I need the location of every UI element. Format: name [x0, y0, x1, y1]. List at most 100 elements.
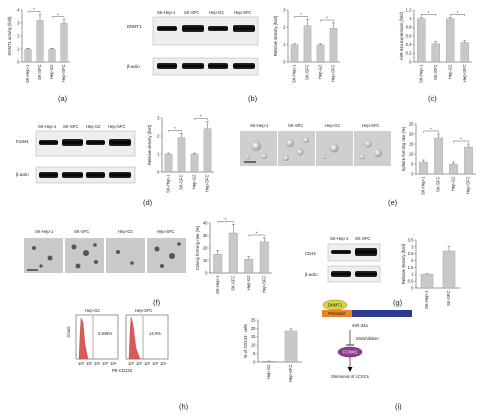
- bar: [316, 44, 325, 63]
- blot-g-col: SK-SFC: [355, 236, 370, 241]
- flow-ylabel: Count: [66, 326, 71, 338]
- panel-label-d: (d): [143, 198, 153, 207]
- colony: [177, 242, 181, 246]
- micro-e-label: SK-Hep-1: [250, 123, 269, 128]
- sphere: [359, 154, 365, 160]
- x-tick-label: Hep-SFC: [261, 276, 266, 293]
- y-tick-label: 20: [409, 131, 414, 136]
- bar: [446, 18, 455, 63]
- flow-percent: 14.0%: [149, 331, 161, 336]
- bar: [284, 330, 298, 363]
- bar: [460, 42, 469, 63]
- y-tick-label: 3: [283, 7, 286, 12]
- histogram: [128, 316, 141, 360]
- flow-title: Hep-SFC: [135, 308, 152, 313]
- x-tick-label: SK-Hep-1: [25, 64, 30, 83]
- sphere: [364, 140, 372, 148]
- colony: [116, 250, 120, 254]
- y-tick-label: 0.6: [406, 33, 412, 38]
- micrograph: [354, 131, 391, 166]
- bar-chart-h: 0 5 10 15 20 25% of CD133⁺ cells Hep G2 Hep-SFC: [243, 317, 302, 382]
- x-tick-label: SK-SFC: [446, 291, 451, 306]
- blot-b-col: SK-SFC: [184, 10, 199, 15]
- y-tick-label: 30: [203, 233, 208, 238]
- flow-percent: 0.848%: [98, 331, 112, 336]
- band: [182, 63, 204, 69]
- significance-bracket: [450, 14, 465, 16]
- y-tick-label: 3: [411, 244, 414, 249]
- y-tick-label: 0: [17, 59, 20, 64]
- colony: [93, 243, 97, 247]
- panel-label-a: (a): [58, 94, 68, 103]
- significance-star: *: [457, 10, 459, 15]
- blot-d-col: Hep G2: [86, 124, 101, 129]
- x-tick-label: Hep-G2: [318, 64, 323, 79]
- flow-tick: 10⁰: [78, 361, 85, 366]
- significance-star: *: [57, 12, 59, 17]
- x-tick-label: SK-Hep-1: [424, 290, 429, 309]
- significance-bracket: [423, 130, 439, 133]
- pathway-diagram: DNMT1 Promoter miR-34a Disinhibition FOX…: [322, 299, 412, 379]
- bar: [60, 22, 68, 63]
- blot-b-row: DNMT1: [127, 24, 142, 29]
- blot-g-membrane-bottom: [327, 265, 381, 283]
- disinhibition-label: Disinhibition: [356, 336, 379, 341]
- y-tick-label: 1.2: [406, 7, 412, 12]
- y-tick-label: 20: [203, 245, 208, 250]
- sphere: [303, 137, 309, 143]
- bar: [442, 250, 456, 289]
- bar: [36, 20, 44, 63]
- significance-star: *: [428, 10, 430, 15]
- y-tick-label: 0: [157, 169, 160, 174]
- micro-f-label: SK-SFC: [74, 229, 89, 234]
- y-axis-label: Colony forming rate (%): [195, 225, 200, 270]
- x-tick-label: SK-Hep-1: [421, 176, 426, 195]
- bar: [449, 163, 458, 175]
- y-tick-label: 2.5: [408, 251, 414, 256]
- significance-star: *: [200, 114, 202, 119]
- significance-bracket: [51, 16, 65, 19]
- bar: [419, 161, 428, 175]
- y-tick-label: 0: [283, 59, 286, 64]
- bar: [329, 28, 338, 63]
- bar-charts: 0 1 2 3 4 DNMT1 activity (fold) SK-Hep-1 SK-SFC…: [7, 7, 476, 382]
- band: [157, 63, 177, 69]
- bar: [177, 137, 186, 173]
- y-tick-label: 3: [157, 115, 160, 120]
- y-tick-label: 0: [411, 285, 414, 290]
- y-tick-label: 10: [251, 343, 256, 348]
- y-tick-label: 20: [251, 326, 256, 331]
- x-tick-label: Hep-SFC: [462, 65, 467, 82]
- y-tick-label: 2: [157, 133, 160, 138]
- blot-d-col: Hep-SFC: [108, 124, 125, 129]
- band: [62, 172, 83, 178]
- y-tick-label: 0: [409, 59, 412, 64]
- micro-e-label: SK-SFC: [288, 123, 303, 128]
- significance-bracket: [421, 14, 436, 16]
- sphere: [261, 153, 267, 159]
- y-tick-label: 0: [411, 171, 414, 176]
- blot-d-col: SK-Hep-1: [38, 124, 57, 129]
- y-tick-label: 2: [411, 258, 414, 263]
- panel-label-e: (e): [388, 198, 398, 207]
- outcome-label: Stemness of LCSCs: [331, 374, 369, 379]
- colony: [83, 250, 89, 256]
- y-axis-label: Sphere forming rate (%): [401, 126, 406, 171]
- flow-title: Hep-G2: [85, 308, 100, 313]
- y-axis-label: Relative density (fold): [273, 15, 278, 56]
- y-axis-label: Relative density (fold): [147, 124, 152, 165]
- significance-star: *: [430, 127, 432, 132]
- x-tick-label: Hep-SFC: [205, 175, 210, 192]
- micro-f-label: Hep-SFC: [157, 229, 174, 234]
- micro-e-label: Hep-G2: [325, 123, 340, 128]
- blot-b-col: Hep-G2: [209, 10, 224, 15]
- bar: [213, 254, 223, 274]
- band: [109, 172, 131, 178]
- bar: [228, 232, 238, 274]
- bar-chart-d: 0 1 2 3 Relative density (fold) SK-Hep-1 SK-SF…: [147, 114, 214, 193]
